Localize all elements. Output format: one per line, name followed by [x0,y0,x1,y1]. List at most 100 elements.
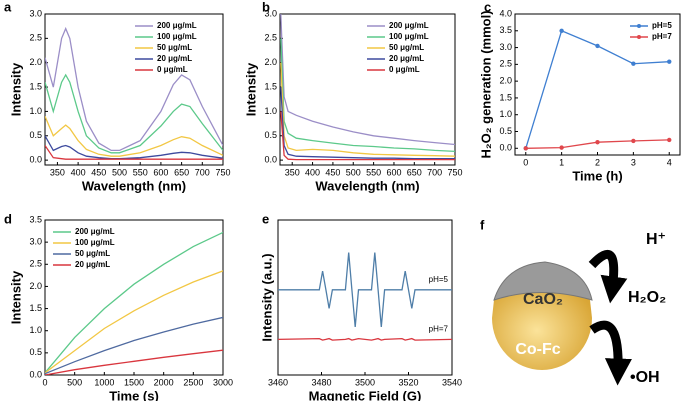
panel: b 350 400 450 500 550 600 650 700 750 0.0 0.5 1.0 1.5… [243,0,462,193]
x-tick-label: 3460 [268,377,288,387]
x-tick-label: 0 [42,377,47,387]
point [631,138,636,144]
x-tick-label: 450 [91,167,106,177]
y-axis-label: Intensity [243,62,258,116]
x-tick-label: 350 [50,167,65,177]
arrow [588,250,628,304]
legend-label: 50 μg/mL [157,43,192,52]
series-line [280,87,455,160]
y-tick-label: 2.5 [29,259,42,269]
panel-label: d [4,211,12,226]
plot-frame [44,219,224,376]
y-tick-label: 3.5 [499,25,512,35]
series-line [45,270,223,374]
shell-cap [493,261,593,301]
y-tick-label: 2.0 [264,57,277,67]
y-tick-label: 1.5 [264,81,277,91]
series-line [525,29,670,149]
x-tick-label: 2000 [154,377,174,387]
point [631,61,636,66]
legend-marker [637,35,641,39]
x-tick-label: 3000 [213,377,233,387]
y-tick-label: 1.5 [29,81,42,91]
x-tick-label: 500 [67,377,82,387]
y-tick-label: 3.0 [499,42,512,52]
y-tick-label: 3.0 [29,237,42,247]
legend-label: 200 μg/mL [75,227,115,236]
y-tick-label: 1.0 [264,106,277,116]
panel: e 3460 3480 3500 3520 3540 Magnetic Field (G) I… [259,211,462,401]
panel: a 350 400 450 500 550 600 650 700 750 0.0 0.5 1.0 1.5… [4,0,231,193]
legend-label: 20 μg/mL [157,54,192,63]
series-line [45,116,223,157]
x-tick-label: 2500 [183,377,203,387]
x-tick-label: 750 [447,167,462,177]
point [667,59,672,64]
x-tick-label: 1000 [94,377,114,387]
point [667,137,672,143]
core-label: Co-Fc [515,341,560,358]
legend-label: 50 μg/mL [75,249,110,258]
x-tick-label: 3500 [355,377,375,387]
legend-marker [637,24,641,28]
y-tick-label: 0.0 [264,155,277,165]
x-tick-label: 400 [71,167,86,177]
product-label: H₂O₂ [628,289,666,306]
x-tick-label: 0 [523,157,528,167]
y-axis-label: Intensity (a.u.) [259,253,274,341]
x-axis-label: Time (s) [109,388,159,401]
panel-label: f [480,217,485,232]
arrow [589,320,632,386]
plot-frame [279,13,456,166]
y-tick-label: 0.0 [29,369,42,379]
series-line [45,73,223,154]
series-line [45,145,223,160]
panel-label: b [262,0,270,14]
series-line [280,38,455,153]
point [523,146,528,151]
y-tick-label: 3.0 [29,8,42,18]
panel-label: e [262,211,269,226]
x-axis-label: Wavelength (nm) [82,178,186,193]
x-axis-label: Time (h) [572,168,622,183]
legend-label: 200 μg/mL [157,21,197,30]
x-tick-label: 500 [346,167,361,177]
y-tick-label: 1.0 [499,109,512,119]
y-tick-label: 4.0 [499,8,512,18]
y-axis-label: H₂O₂ generation (mmol) [478,10,493,158]
panel: d 0 500 1000 1500 2000 2500 3000 0.0 0.5 1.0 1.5 2.0… [4,211,233,401]
series-line [45,26,223,152]
x-tick-label: 550 [366,167,381,177]
plot-frame [514,13,681,156]
y-tick-label: 1.5 [29,303,42,313]
y-axis-label: Intensity [8,270,23,324]
x-tick-label: 550 [133,167,148,177]
y-tick-label: 2.5 [29,33,42,43]
point [595,43,600,49]
y-tick-label: 3.5 [29,214,42,224]
legend-label: 100 μg/mL [75,238,115,247]
x-tick-label: 3 [631,157,636,167]
y-tick-label: 1.0 [29,106,42,116]
x-tick-label: 4 [667,157,672,167]
y-tick-label: 0.0 [499,143,512,153]
x-tick-label: 700 [195,167,210,177]
x-tick-label: 750 [215,167,230,177]
x-tick-label: 450 [325,167,340,177]
x-tick-label: 500 [112,167,127,177]
x-tick-label: 650 [407,167,422,177]
x-tick-label: 3520 [398,377,418,387]
y-tick-label: 2.5 [499,59,512,69]
series-line [280,111,455,161]
series-line [278,337,452,341]
panel-f: f CaO₂ Co-Fc H⁺ H₂O₂ •OH [480,217,666,386]
x-tick-label: 600 [386,167,401,177]
plot-frame [277,219,453,376]
panel-label: a [4,0,12,14]
y-tick-label: 1.0 [29,325,42,335]
x-tick-label: 600 [153,167,168,177]
y-tick-label: 2.0 [29,281,42,291]
x-tick-label: 1 [559,157,564,167]
x-axis-label: Magnetic Field (G) [309,388,422,401]
